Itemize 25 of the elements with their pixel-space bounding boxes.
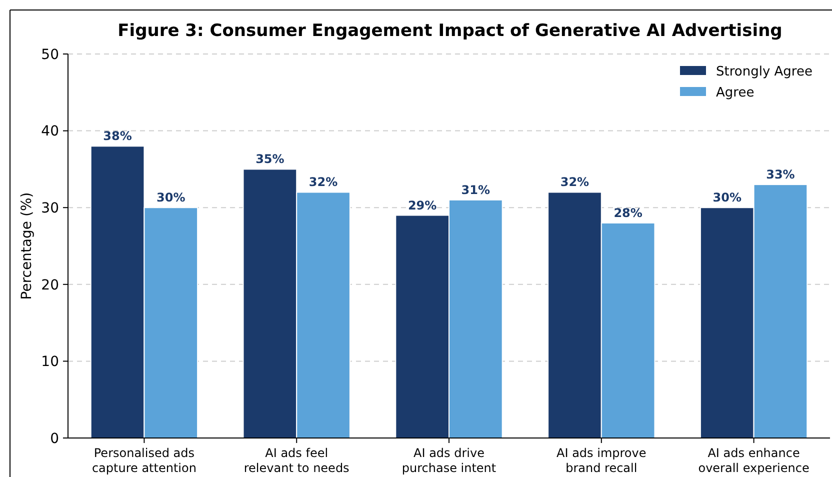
y-tick-label: 0 <box>50 430 59 447</box>
data-label: 28% <box>614 206 642 220</box>
x-tick-label: AI ads improve brand recall <box>556 446 646 475</box>
y-tick-label: 10 <box>41 354 59 370</box>
y-axis-title: Percentage (%) <box>19 192 35 300</box>
legend-label: Agree <box>716 86 754 101</box>
y-tick-label: 20 <box>41 277 59 294</box>
x-tick-label: AI ads feel relevant to needs <box>244 446 350 475</box>
x-tick-label: Personalised ads capture attention <box>92 446 196 475</box>
data-label: 31% <box>461 182 490 197</box>
data-label: 32% <box>560 175 590 190</box>
chart-title: Figure 3: Consumer Engagement Impact of Generative AI Advertising <box>118 21 782 41</box>
data-label: 30% <box>712 190 742 205</box>
y-tick-label: 30 <box>41 200 59 216</box>
data-label: 32% <box>308 175 338 190</box>
data-label: 30% <box>156 190 186 205</box>
y-tick-label: 40 <box>41 124 59 140</box>
x-tick-label: AI ads enhance overall experience <box>698 446 810 475</box>
data-label: 35% <box>256 152 284 166</box>
data-label: 29% <box>408 198 437 212</box>
x-tick-label: AI ads drive purchase intent <box>402 446 496 475</box>
data-label: 38% <box>103 129 132 144</box>
y-tick-label: 50 <box>41 46 59 63</box>
legend-label: Strongly Agree <box>716 64 812 80</box>
data-label: 33% <box>766 168 795 182</box>
